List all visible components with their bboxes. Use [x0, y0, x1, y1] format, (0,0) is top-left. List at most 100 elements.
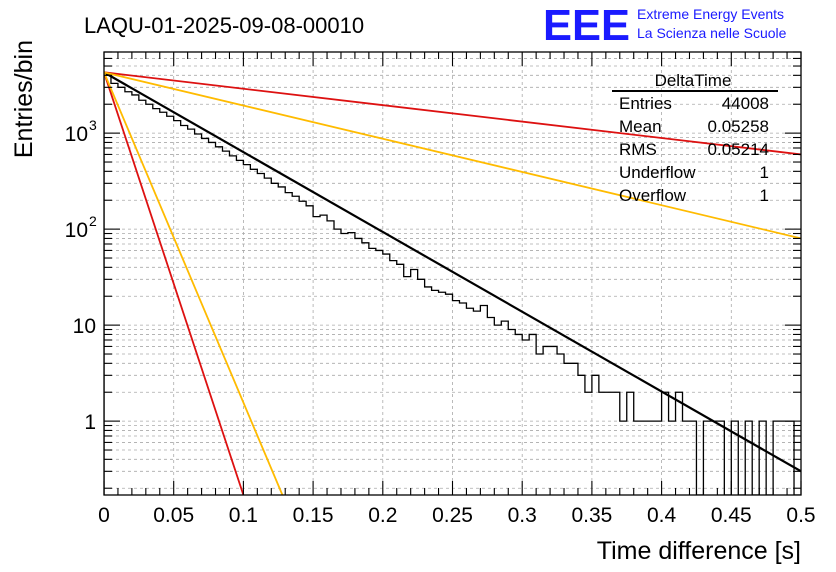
histogram-bin: [216, 147, 223, 495]
histogram-bin: [306, 206, 313, 495]
histogram-bin: [229, 156, 236, 495]
histogram-bin: [613, 392, 620, 495]
series-line-orange-slow: [104, 71, 801, 240]
histogram-bin: [473, 311, 480, 495]
histogram-bin: [592, 375, 599, 495]
histogram-bin: [634, 421, 641, 495]
histogram-bin: [557, 354, 564, 495]
histogram-bin: [515, 334, 522, 495]
histogram-bin: [717, 421, 724, 495]
stats-label-entries: Entries: [619, 94, 672, 113]
histogram-bin: [257, 173, 264, 495]
histogram-bin: [494, 325, 501, 495]
histogram-bin: [585, 392, 592, 495]
histogram-bin: [397, 264, 404, 495]
axis-labels-layer: 0 0.05 0.1 0.15 0.2 0.25 0.3 0.35 0.4 0.45 0.5 1 10 1…: [65, 117, 816, 527]
stats-value-mean: 0.05258: [708, 117, 769, 136]
histogram-bin: [787, 421, 794, 495]
y-axis-title: Entries/bin: [10, 40, 38, 158]
x-tick-label: 0.5: [786, 504, 815, 527]
histogram-bin: [453, 301, 460, 495]
histogram-bin: [376, 250, 383, 495]
histogram-bin: [355, 238, 362, 495]
histogram-bin: [620, 421, 627, 495]
histogram-bin: [683, 421, 690, 495]
histogram-bin: [167, 116, 174, 495]
series-line-red-slow: [104, 71, 801, 156]
stats-value-underflow: 1: [760, 163, 769, 182]
histogram-bin: [446, 294, 453, 495]
histogram-bin: [487, 318, 494, 495]
histogram-bin: [411, 269, 418, 495]
histogram-bin: [174, 121, 181, 495]
histogram-bin: [153, 109, 160, 495]
histogram-bin: [404, 277, 411, 495]
axis-ticks-layer: [103, 51, 802, 495]
histogram-bin: [536, 354, 543, 495]
histogram-bin: [132, 95, 139, 495]
histogram-bin: [285, 193, 292, 495]
histogram-bin: [501, 321, 508, 495]
histogram-bin: [745, 421, 752, 495]
histogram-bin: [550, 346, 557, 495]
histogram-bin: [459, 303, 466, 495]
histogram-bin: [759, 421, 766, 495]
histogram-bin: [480, 306, 487, 495]
histogram-bin: [334, 229, 341, 495]
stats-title: DeltaTime: [655, 71, 732, 90]
histogram-bin: [466, 308, 473, 495]
histogram-bin: [703, 421, 710, 495]
x-tick-label: 0.25: [432, 504, 473, 527]
histogram-bin: [578, 375, 585, 495]
histogram-bin: [250, 169, 257, 495]
stats-label-overflow: Overflow: [619, 186, 687, 205]
histogram-bin: [369, 248, 376, 495]
histogram-bin: [543, 346, 550, 495]
histogram-bin: [146, 104, 153, 495]
y-tick-exponent: 2: [89, 213, 97, 229]
x-tick-label: 0.05: [153, 504, 194, 527]
stats-value-entries: 44008: [722, 94, 769, 113]
stats-box: DeltaTime Entries 44008 Mean 0.05258 RMS…: [612, 71, 778, 205]
histogram-bin: [425, 287, 432, 495]
histogram-bin: [599, 392, 606, 495]
histogram-bin: [710, 421, 717, 495]
histogram-bin: [676, 392, 683, 495]
histogram-bin: [439, 292, 446, 495]
histogram-bin: [669, 421, 676, 495]
histogram-outline: [104, 74, 801, 495]
y-tick-label: 1: [84, 411, 96, 434]
histogram-bin: [362, 243, 369, 495]
histogram-bin: [236, 160, 243, 495]
x-tick-label: 0.15: [293, 504, 334, 527]
histogram-bin: [292, 196, 299, 495]
histogram-bin: [111, 83, 118, 495]
stats-label-mean: Mean: [619, 117, 662, 136]
fit-lines-layer: [104, 71, 801, 495]
x-tick-label: 0.45: [711, 504, 752, 527]
histogram-bin: [418, 279, 425, 495]
stats-value-overflow: 1: [760, 186, 769, 205]
logo-line-1: Extreme Energy Events: [637, 6, 784, 22]
histogram-bin: [243, 165, 250, 495]
histogram-bin: [188, 129, 195, 495]
histogram-bin: [271, 183, 278, 495]
histogram-bin: [780, 421, 787, 495]
x-axis-title: Time difference [s]: [597, 537, 801, 565]
histogram-bin: [320, 215, 327, 495]
y-tick-exponent: 3: [89, 117, 97, 133]
histogram-bin: [278, 187, 285, 495]
run-title: LAQU-01-2025-09-08-00010: [84, 13, 364, 38]
stats-value-rms: 0.05214: [708, 140, 769, 159]
histogram-bin: [529, 334, 536, 495]
histogram-bin: [195, 134, 202, 495]
histogram-bin: [118, 87, 125, 495]
histogram-bin: [648, 421, 655, 495]
histogram-bin: [641, 421, 648, 495]
x-tick-label: 0: [98, 504, 110, 527]
histogram-layer: [104, 74, 801, 495]
histogram-bin: [160, 112, 167, 495]
histogram-bin: [522, 340, 529, 495]
histogram-bin: [390, 261, 397, 495]
